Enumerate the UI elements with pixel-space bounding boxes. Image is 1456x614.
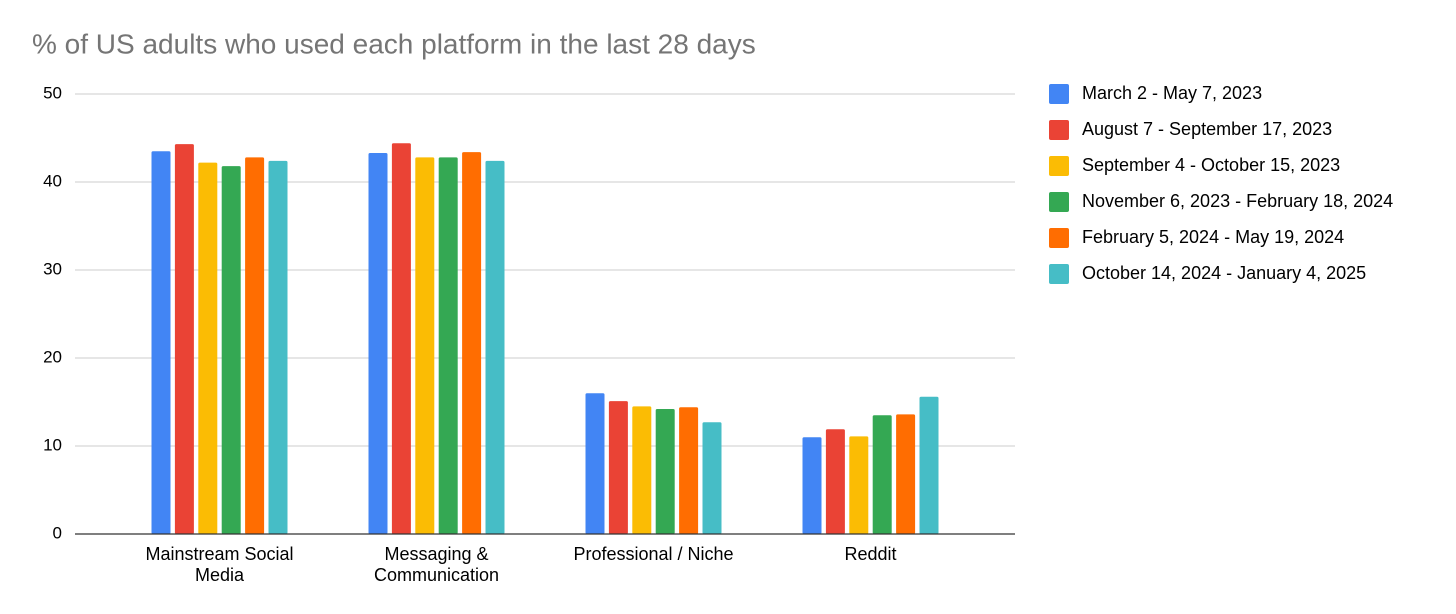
bar (849, 436, 869, 534)
bar (825, 429, 845, 534)
legend-swatch (1049, 156, 1069, 176)
y-tick-label: 0 (53, 523, 62, 542)
y-tick-label: 10 (43, 435, 62, 454)
bar (655, 409, 675, 534)
bar (702, 422, 722, 534)
legend-swatch (1049, 84, 1069, 104)
bar (174, 144, 194, 534)
bar (462, 152, 482, 534)
y-tick-label: 30 (43, 259, 62, 278)
bar (485, 160, 505, 534)
x-tick-label: Messaging & Communication (373, 544, 500, 585)
chart-title: % of US adults who used each platform in… (32, 28, 756, 59)
bar (632, 406, 652, 534)
bar (221, 166, 241, 534)
bar (415, 157, 435, 535)
legend-label: March 2 - May 7, 2023 (1082, 83, 1262, 103)
bar (391, 143, 411, 534)
bar (608, 401, 628, 534)
bar (198, 162, 218, 534)
x-tick-label: Reddit (844, 544, 897, 564)
legend-swatch (1049, 120, 1069, 140)
legend-label: August 7 - September 17, 2023 (1082, 119, 1332, 139)
legend-label: October 14, 2024 - January 4, 2025 (1082, 263, 1366, 283)
bar (438, 157, 458, 535)
legend-swatch (1049, 264, 1069, 284)
bar (368, 152, 388, 534)
legend-swatch (1049, 192, 1069, 212)
legend-swatch (1049, 228, 1069, 248)
bar (245, 157, 265, 535)
legend-label: February 5, 2024 - May 19, 2024 (1082, 227, 1344, 247)
bar (919, 396, 939, 534)
bar (151, 151, 171, 534)
bar (679, 407, 699, 534)
legend-label: November 6, 2023 - February 18, 2024 (1082, 191, 1393, 211)
bar (896, 414, 916, 534)
legend-label: September 4 - October 15, 2023 (1082, 155, 1340, 175)
bar (268, 160, 288, 534)
bar (872, 415, 892, 534)
y-tick-label: 20 (43, 347, 62, 366)
x-tick-label: Mainstream Social Media (145, 544, 294, 585)
bar (585, 393, 605, 534)
y-tick-label: 50 (43, 83, 62, 102)
x-tick-label: Professional / Niche (573, 544, 734, 564)
y-tick-label: 40 (43, 171, 62, 190)
bar (802, 437, 822, 534)
